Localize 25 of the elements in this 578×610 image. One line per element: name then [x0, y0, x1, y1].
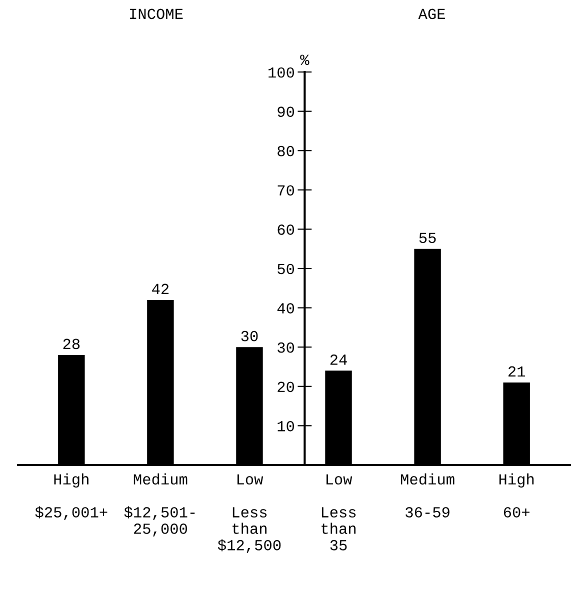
category-label: High 60+ — [499, 473, 534, 518]
data-label: 30 — [241, 330, 258, 342]
data-label: 42 — [152, 284, 169, 294]
y-tick-label: 80 — [278, 146, 294, 156]
category-label: High $25,001+ — [35, 473, 108, 520]
data-label: 24 — [330, 354, 347, 365]
category-label: Low Less than $12,500 — [218, 474, 281, 553]
text: INCOME — [130, 8, 183, 20]
y-tick-label: 50 — [278, 264, 294, 274]
data-label: 21 — [508, 366, 526, 377]
y-tick-label: 30 — [278, 342, 294, 353]
data-label: 55 — [419, 232, 436, 244]
y-tick-label: 20 — [278, 382, 294, 392]
y-axis-title: % — [300, 54, 310, 65]
text: AGE — [418, 8, 445, 20]
category-label: Medium $12,501- 25,000 — [124, 473, 195, 536]
category-label: Medium 36-59 — [401, 473, 454, 518]
y-tick-label: 40 — [277, 303, 294, 314]
y-tick-label: 60 — [278, 224, 294, 235]
category-label: Low Less than 35 — [322, 474, 356, 550]
y-tick-label: 100 — [268, 67, 294, 78]
y-tick-label: 10 — [278, 421, 294, 432]
data-label: 28 — [63, 338, 80, 350]
y-tick-label: 90 — [278, 106, 294, 117]
y-tick-label: 70 — [278, 185, 294, 196]
